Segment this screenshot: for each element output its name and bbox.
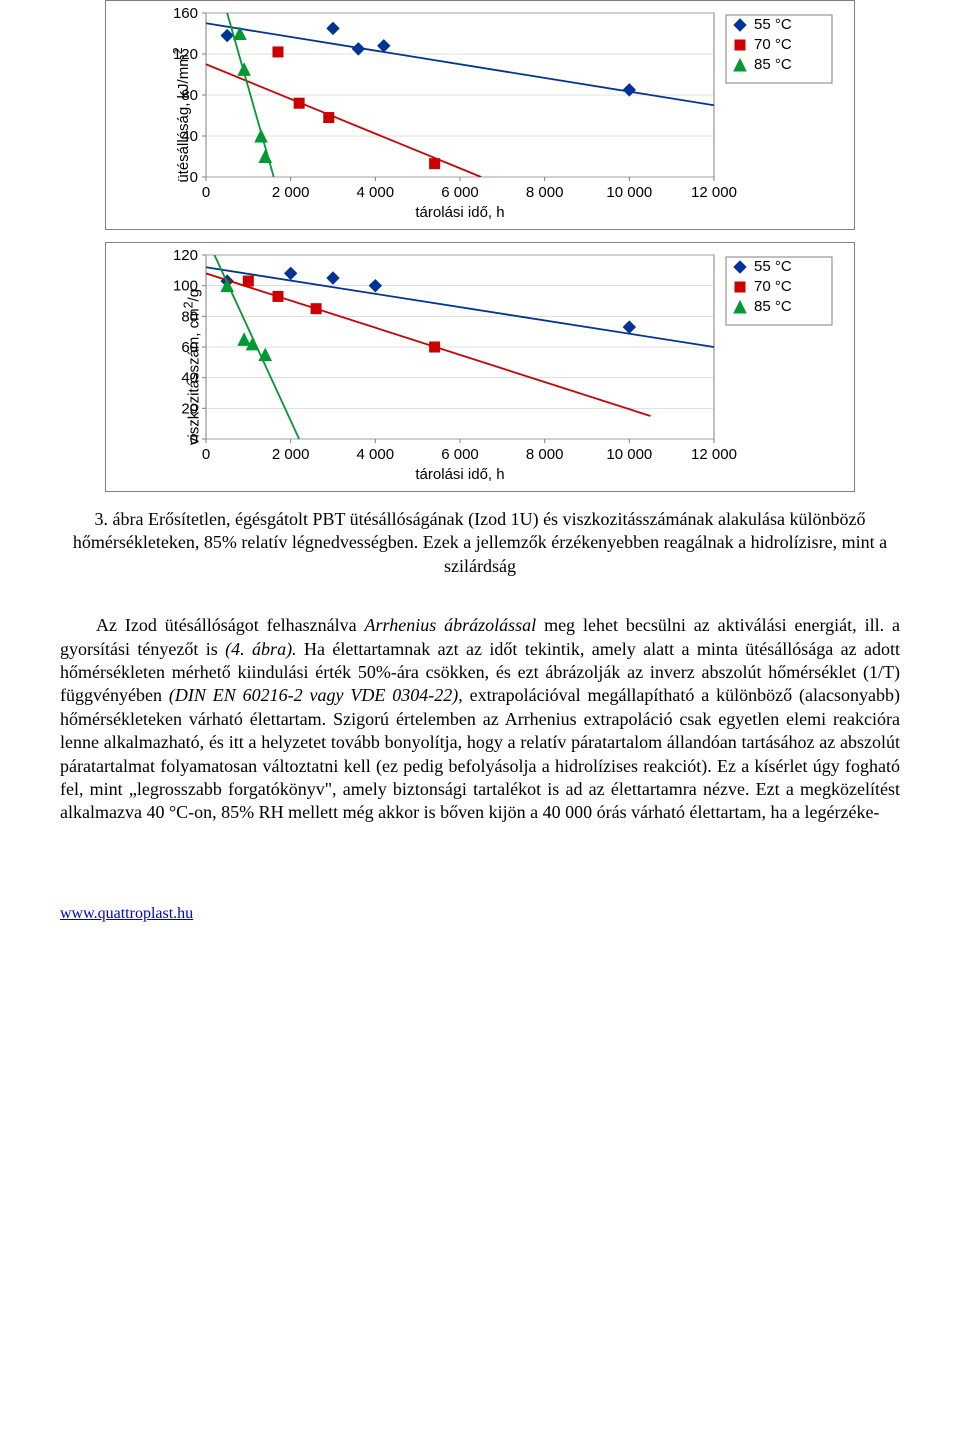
- svg-text:4 000: 4 000: [357, 446, 395, 463]
- svg-text:85 °C: 85 °C: [754, 56, 792, 73]
- body-paragraph: Az Izod ütésállóságot felhasználva Arrhe…: [60, 614, 900, 825]
- svg-text:12 000: 12 000: [691, 446, 737, 463]
- chart-1: ütésállóság, kJ/mm2 0408012016002 0004 0…: [105, 0, 855, 230]
- svg-text:0: 0: [202, 184, 210, 201]
- svg-text:10 000: 10 000: [606, 184, 652, 201]
- chart2-svg: 02040608010012002 0004 0006 0008 00010 0…: [106, 247, 844, 485]
- chart1-svg: 0408012016002 0004 0006 0008 00010 00012…: [106, 5, 844, 223]
- chart2-ylabel: viszkozitásszám, cm2/g: [182, 289, 203, 445]
- figure-caption: 3. ábra Erősítetlen, égésgátolt PBT ütés…: [60, 508, 900, 578]
- footer-link[interactable]: www.quattroplast.hu: [60, 905, 900, 923]
- svg-text:160: 160: [173, 5, 198, 22]
- svg-text:8 000: 8 000: [526, 184, 564, 201]
- svg-text:0: 0: [202, 446, 210, 463]
- chart1-ylabel: ütésállóság, kJ/mm2: [171, 47, 192, 182]
- svg-text:55 °C: 55 °C: [754, 16, 792, 33]
- svg-text:8 000: 8 000: [526, 446, 564, 463]
- svg-text:6 000: 6 000: [441, 184, 479, 201]
- svg-text:85 °C: 85 °C: [754, 298, 792, 315]
- svg-text:tárolási idő, h: tárolási idő, h: [415, 204, 504, 221]
- svg-text:2 000: 2 000: [272, 446, 310, 463]
- svg-text:120: 120: [173, 247, 198, 264]
- svg-text:tárolási idő, h: tárolási idő, h: [415, 466, 504, 483]
- svg-text:10 000: 10 000: [606, 446, 652, 463]
- svg-text:70 °C: 70 °C: [754, 36, 792, 53]
- svg-text:12 000: 12 000: [691, 184, 737, 201]
- svg-text:70 °C: 70 °C: [754, 278, 792, 295]
- svg-text:6 000: 6 000: [441, 446, 479, 463]
- svg-text:2 000: 2 000: [272, 184, 310, 201]
- chart-2: viszkozitásszám, cm2/g 02040608010012002…: [105, 242, 855, 492]
- svg-text:55 °C: 55 °C: [754, 258, 792, 275]
- svg-text:4 000: 4 000: [357, 184, 395, 201]
